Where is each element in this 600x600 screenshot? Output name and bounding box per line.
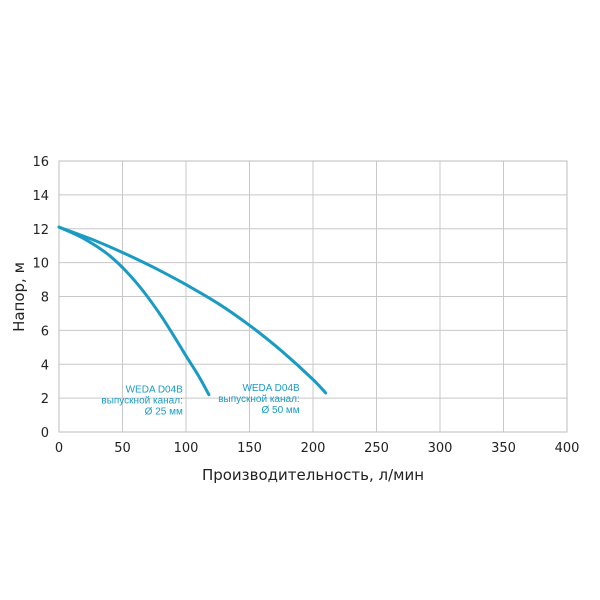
series-label-line: выпускной канал: [101,396,182,407]
x-axis-ticks: 0 50 100 150 200 250 300 350 400 [55,441,580,456]
y-tick-label: 8 [41,291,49,306]
x-axis-title: Производительность, л/мин [202,466,424,484]
y-tick-label: 0 [41,426,49,441]
y-tick-label: 12 [32,223,49,238]
series-label-line: выпускной канал: [218,394,299,405]
x-tick-label: 250 [364,441,389,456]
x-tick-label: 50 [114,441,131,456]
y-axis-title: Напор, м [10,262,28,332]
y-axis-ticks: 0 2 4 6 8 10 12 14 16 [32,155,49,441]
y-tick-label: 4 [41,358,49,373]
y-tick-label: 6 [41,324,49,339]
x-tick-label: 350 [491,441,516,456]
x-tick-label: 100 [174,441,199,456]
series-label-line: Ø 50 мм [261,405,299,416]
y-tick-label: 16 [32,155,49,170]
y-tick-label: 2 [41,392,49,407]
series-line [57,225,328,395]
plot-frame [58,160,568,433]
y-tick-label: 14 [32,189,49,204]
x-tick-label: 400 [555,441,580,456]
x-tick-label: 0 [55,441,63,456]
series-label-line: WEDA D04B [126,385,184,396]
y-tick-label: 10 [32,257,49,272]
series [57,225,328,397]
x-tick-label: 150 [237,441,262,456]
series-line [57,225,211,397]
x-tick-label: 300 [428,441,453,456]
series-label-line: Ø 25 мм [145,407,183,418]
series-label-line: WEDA D04B [242,383,300,394]
x-tick-label: 200 [301,441,326,456]
